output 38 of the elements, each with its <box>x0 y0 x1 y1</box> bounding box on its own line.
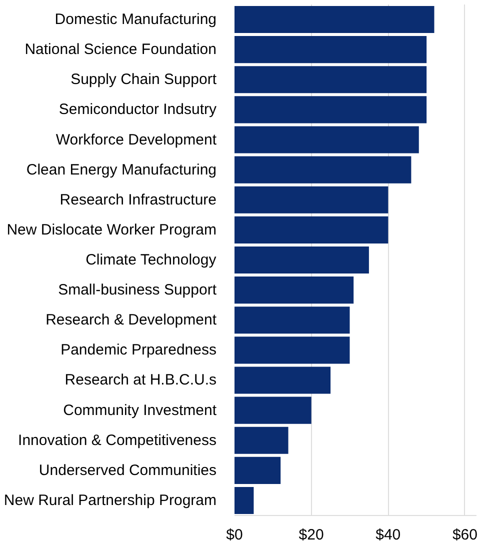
y-tick-label: Small-business Support <box>58 282 218 299</box>
bar <box>234 156 412 184</box>
y-tick-label: New Rural Partnership Program <box>4 492 216 509</box>
bar <box>234 246 369 274</box>
bar <box>234 276 354 304</box>
bar <box>234 36 427 64</box>
bar <box>234 96 427 124</box>
y-tick-label: Underserved Communities <box>38 462 217 479</box>
bar <box>234 6 434 34</box>
x-tick-label: $0 <box>226 526 243 544</box>
y-tick-label: Climate Technology <box>86 252 217 268</box>
y-tick-label: Clean Energy Manufacturing <box>26 161 216 178</box>
y-tick-label: Domestic Manufacturing <box>54 11 216 28</box>
y-tick-label: Supply Chain Support <box>70 71 218 88</box>
bar <box>234 486 254 514</box>
y-tick-label: Pandemic Prparedness <box>60 342 217 359</box>
y-tick-label: Research & Development <box>46 312 218 329</box>
bar <box>234 126 419 154</box>
x-tick-label: $60 <box>452 526 478 544</box>
y-tick-label: New Dislocate Worker Program <box>6 221 216 238</box>
bar <box>234 366 331 394</box>
bar <box>234 336 350 364</box>
bar <box>234 186 388 214</box>
x-tick-label: $40 <box>376 526 401 544</box>
y-tick-label: Research at H.B.C.U.s <box>64 372 217 389</box>
y-tick-label: Research Infrastructure <box>60 191 217 208</box>
y-tick-label: Semiconductor Indsutry <box>58 101 217 118</box>
y-tick-label: National Science Foundation <box>24 41 217 58</box>
y-tick-label: Innovation & Competitiveness <box>18 432 217 449</box>
x-tick-label: $20 <box>298 526 324 544</box>
bar <box>234 306 350 334</box>
bar <box>234 396 312 424</box>
bar <box>234 216 388 244</box>
y-tick-label: Community Investment <box>63 402 218 419</box>
bar <box>234 456 281 484</box>
y-tick-label: Workforce Development <box>56 131 218 148</box>
bar <box>234 426 288 454</box>
bar <box>234 66 427 94</box>
